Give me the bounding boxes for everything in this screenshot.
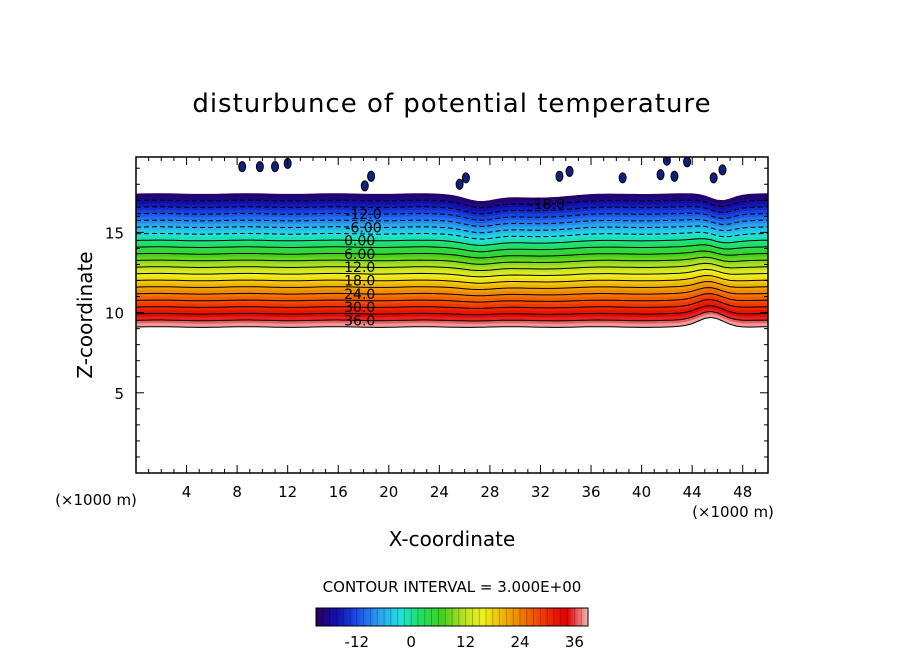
colorbar-tick-label: -12 (345, 633, 370, 651)
contour-line (136, 293, 768, 303)
x-tick-label: 4 (182, 483, 192, 501)
colorbar-tick-label: 0 (406, 633, 416, 651)
contour-line (136, 316, 768, 328)
colorbar-frame (315, 607, 589, 627)
y-tick-label: 5 (114, 385, 124, 403)
x-tick-label: 16 (329, 483, 348, 501)
contour-line (136, 250, 768, 259)
colorbar-dividers (322, 608, 582, 626)
x-tick-label: 48 (733, 483, 752, 501)
contour-label: -12.0 (345, 207, 381, 223)
y-tick-label: 10 (105, 305, 124, 323)
contour-line (136, 199, 768, 209)
contour-line (136, 212, 768, 221)
contour-label: 6.00 (344, 247, 375, 263)
contour-lines (136, 199, 768, 328)
x-tick-label: 12 (278, 483, 297, 501)
contour-label: 12.0 (344, 260, 375, 276)
contour-label: 30.0 (344, 300, 375, 316)
contour-line (136, 225, 768, 234)
contour-line (136, 206, 768, 215)
y-axis-unit: (×1000 m) (55, 491, 137, 509)
contour-label: -6.00 (345, 220, 381, 236)
colorbar: -12 0 12 24 36 (315, 607, 589, 651)
speckle (565, 165, 574, 177)
y-axis-ticks: 5 10 15 (105, 167, 768, 458)
contour-labels: -18.0 -12.0-6.000.006.0012.018.024.030.03… (344, 197, 565, 329)
speckle (683, 157, 692, 168)
colorbar-fill (316, 608, 588, 626)
contour-line (136, 310, 768, 322)
speckle (618, 172, 627, 184)
speckle (360, 180, 369, 192)
speckle (367, 170, 376, 182)
contour-label: 18.0 (344, 274, 375, 290)
x-tick-label: 40 (632, 483, 651, 501)
contour-line (136, 238, 768, 246)
contour-line (136, 244, 768, 253)
colorbar-tick-label: 36 (565, 633, 584, 651)
x-tick-label: 20 (379, 483, 398, 501)
contour-line (136, 256, 768, 265)
contour-line (136, 287, 768, 297)
x-axis-label: X-coordinate (389, 527, 516, 551)
contour-line (136, 219, 768, 228)
x-axis-ticks: 4 8 12 16 20 24 28 32 36 40 44 48 (148, 157, 756, 501)
y-tick-label: 15 (105, 224, 124, 242)
contour-line (136, 231, 768, 240)
x-tick-label: 24 (430, 483, 449, 501)
contour-label: 24.0 (344, 287, 375, 303)
x-tick-label: 32 (531, 483, 550, 501)
y-axis-label: Z-coordinate (73, 251, 97, 378)
speckle (461, 172, 470, 184)
colorbar-tick-labels: -12 0 12 24 36 (345, 633, 584, 651)
plot-area (136, 157, 768, 328)
x-axis-unit: (×1000 m) (692, 503, 774, 521)
speckle (709, 172, 718, 184)
x-tick-label: 36 (581, 483, 600, 501)
speckle (271, 161, 280, 173)
upper-artifacts (238, 157, 727, 192)
contour-line (136, 298, 768, 309)
x-tick-label: 8 (232, 483, 242, 501)
chart-title: disturbunce of potential temperature (192, 89, 711, 119)
contour-line (136, 268, 768, 278)
contour-label: -18.0 (529, 197, 565, 213)
contour-label: 0.00 (344, 234, 375, 250)
speckle (555, 170, 564, 182)
x-tick-label: 28 (480, 483, 499, 501)
contour-interval: CONTOUR INTERVAL = 3.000E+00 (323, 578, 582, 596)
contour-line (136, 304, 768, 316)
contour-line (136, 274, 768, 284)
colorbar-tick-label: 24 (510, 633, 529, 651)
contour-label: 36.0 (344, 313, 375, 329)
speckle (662, 157, 671, 166)
speckle (670, 170, 679, 182)
speckle (656, 169, 665, 181)
colorbar-tick-label: 12 (456, 633, 475, 651)
speckle (238, 161, 247, 173)
x-tick-label: 44 (683, 483, 702, 501)
speckle (718, 164, 727, 176)
contour-line (136, 262, 768, 271)
contour-line (136, 281, 768, 291)
speckle (255, 161, 264, 173)
speckle (455, 178, 464, 190)
